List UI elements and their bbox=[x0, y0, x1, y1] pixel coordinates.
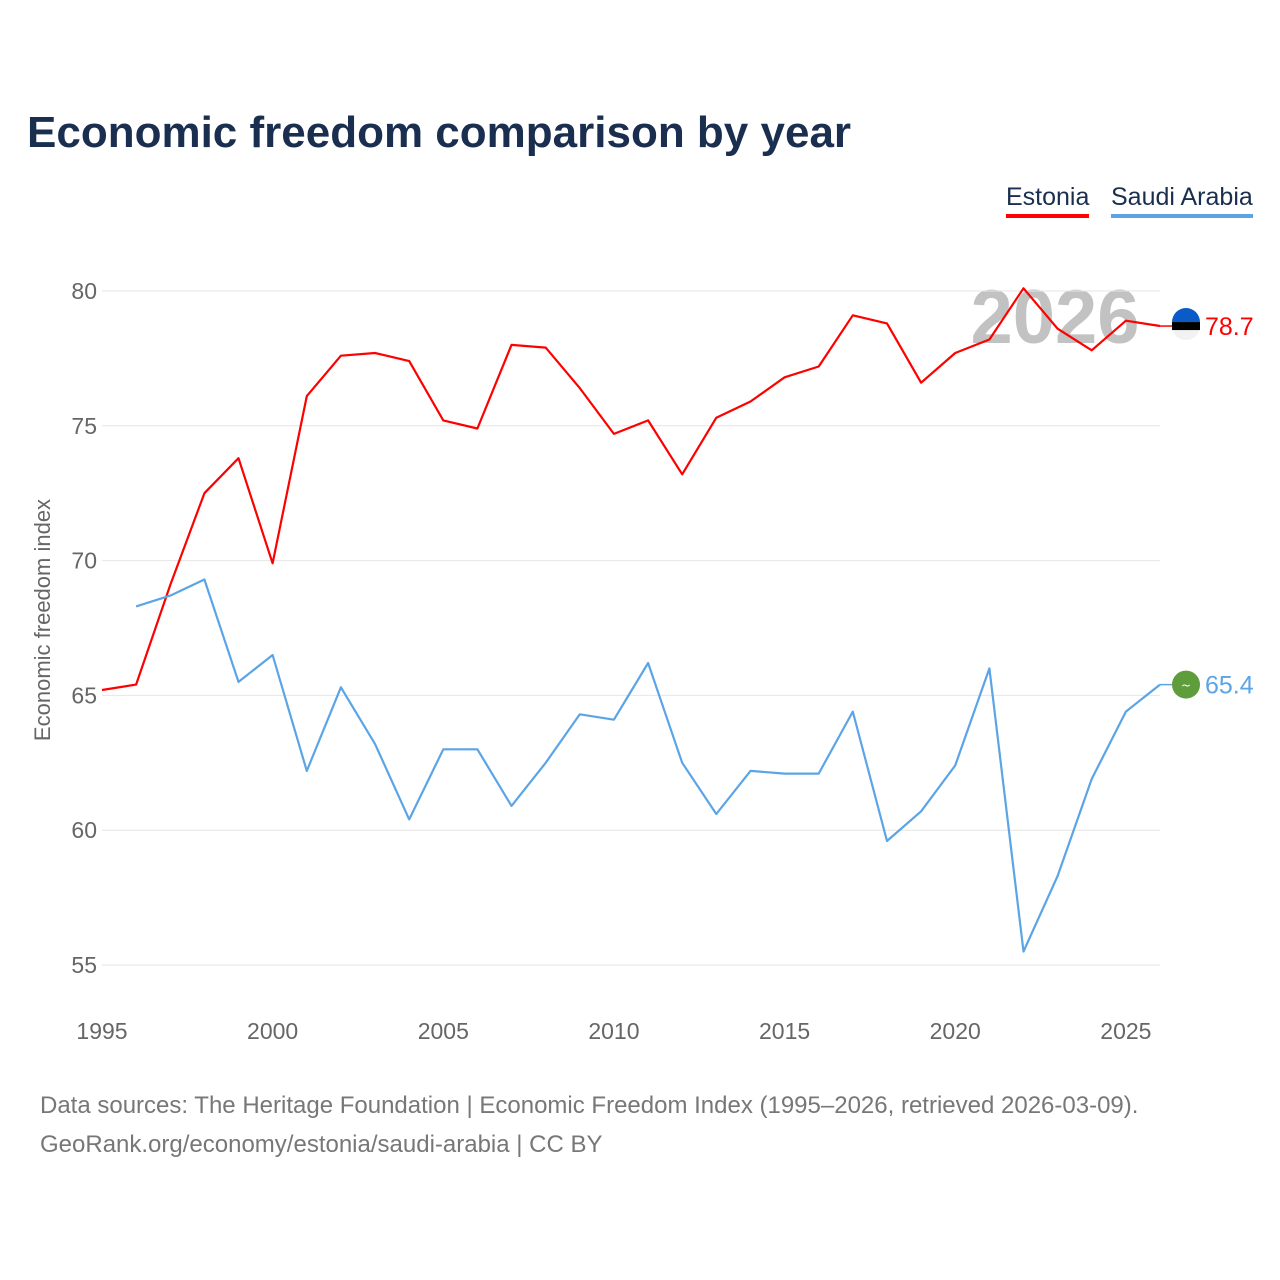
data-point bbox=[881, 317, 893, 329]
data-point bbox=[847, 309, 859, 321]
data-point bbox=[1017, 282, 1029, 294]
data-point bbox=[471, 743, 483, 755]
data-point bbox=[779, 768, 791, 780]
data-point bbox=[710, 808, 722, 820]
data-point bbox=[608, 714, 620, 726]
data-point bbox=[744, 765, 756, 777]
data-point bbox=[813, 768, 825, 780]
y-tick-label: 70 bbox=[71, 548, 97, 574]
data-point bbox=[983, 334, 995, 346]
data-point bbox=[1120, 706, 1132, 718]
data-point bbox=[267, 649, 279, 661]
data-point bbox=[1052, 870, 1064, 882]
data-point bbox=[437, 414, 449, 426]
data-point bbox=[915, 805, 927, 817]
attribution-text: GeoRank.org/economy/estonia/saudi-arabia… bbox=[40, 1131, 603, 1158]
x-tick-label: 2015 bbox=[759, 1018, 810, 1044]
data-point bbox=[233, 452, 245, 464]
data-point bbox=[1086, 344, 1098, 356]
data-point bbox=[164, 590, 176, 602]
estonia-flag-black bbox=[1172, 322, 1200, 331]
y-tick-label: 75 bbox=[71, 413, 97, 439]
data-point bbox=[847, 706, 859, 718]
year-watermark: 2026 bbox=[970, 275, 1139, 360]
data-point bbox=[198, 487, 210, 499]
data-point bbox=[710, 412, 722, 424]
data-point bbox=[540, 342, 552, 354]
data-point bbox=[471, 422, 483, 434]
data-point bbox=[506, 339, 518, 351]
y-tick-label: 65 bbox=[71, 682, 97, 708]
flag-emblem: ~ bbox=[1181, 679, 1191, 693]
data-point bbox=[233, 676, 245, 688]
data-point bbox=[642, 657, 654, 669]
saudi-arabia-flag-icon bbox=[1172, 670, 1200, 699]
y-tick-label: 60 bbox=[71, 817, 97, 843]
data-point bbox=[813, 360, 825, 372]
data-point bbox=[437, 743, 449, 755]
data-point bbox=[130, 679, 142, 691]
data-point bbox=[267, 557, 279, 569]
x-tick-label: 2010 bbox=[588, 1018, 639, 1044]
x-tick-label: 2020 bbox=[930, 1018, 981, 1044]
series-line-estonia bbox=[101, 287, 1161, 692]
y-tick-label: 80 bbox=[71, 278, 97, 304]
data-point bbox=[369, 738, 381, 750]
series-line-saudi-arabia bbox=[135, 578, 1161, 953]
y-tick-label: 55 bbox=[71, 952, 97, 978]
data-point bbox=[642, 414, 654, 426]
data-point bbox=[608, 428, 620, 440]
data-point bbox=[403, 813, 415, 825]
data-point bbox=[881, 835, 893, 847]
footer: Data sources: The Heritage Foundation | … bbox=[40, 1086, 1138, 1164]
x-tick-label: 2005 bbox=[418, 1018, 469, 1044]
data-point bbox=[335, 350, 347, 362]
data-point bbox=[540, 757, 552, 769]
data-point bbox=[369, 347, 381, 359]
data-point bbox=[1120, 315, 1132, 327]
data-point bbox=[335, 681, 347, 693]
data-point bbox=[949, 347, 961, 359]
data-point bbox=[1086, 773, 1098, 785]
data-point bbox=[164, 579, 176, 591]
estonia-flag-blue bbox=[1172, 308, 1200, 323]
y-axis-label: Economic freedom index bbox=[30, 499, 55, 741]
data-point bbox=[574, 382, 586, 394]
data-point bbox=[130, 600, 142, 612]
data-point bbox=[301, 390, 313, 402]
data-point bbox=[198, 573, 210, 585]
legend-item-saudi-arabia[interactable]: Saudi Arabia bbox=[1111, 183, 1253, 218]
data-source-text: Data sources: The Heritage Foundation | … bbox=[40, 1092, 1139, 1119]
line-chart: 2026 55 60 65 70 75 80 1995 2000 2005 2010 2015 2020… bbox=[30, 275, 1254, 1044]
data-point bbox=[983, 662, 995, 674]
data-point bbox=[779, 371, 791, 383]
data-point bbox=[506, 800, 518, 812]
data-point bbox=[676, 468, 688, 480]
data-point bbox=[96, 684, 108, 696]
x-tick-label: 2000 bbox=[247, 1018, 298, 1044]
end-value-label: 65.4 bbox=[1205, 672, 1254, 700]
data-point bbox=[574, 708, 586, 720]
x-tick-label: 2025 bbox=[1100, 1018, 1151, 1044]
data-point bbox=[744, 396, 756, 408]
legend-item-estonia[interactable]: Estonia bbox=[1006, 183, 1090, 218]
data-point bbox=[301, 765, 313, 777]
data-point bbox=[676, 757, 688, 769]
data-point bbox=[949, 759, 961, 771]
data-point bbox=[1017, 946, 1029, 958]
data-point bbox=[915, 377, 927, 389]
x-tick-label: 1995 bbox=[76, 1018, 127, 1044]
data-point bbox=[403, 355, 415, 367]
data-point bbox=[1052, 323, 1064, 335]
end-value-label: 78.7 bbox=[1205, 313, 1254, 341]
chart-title: Economic freedom comparison by year bbox=[27, 108, 852, 157]
